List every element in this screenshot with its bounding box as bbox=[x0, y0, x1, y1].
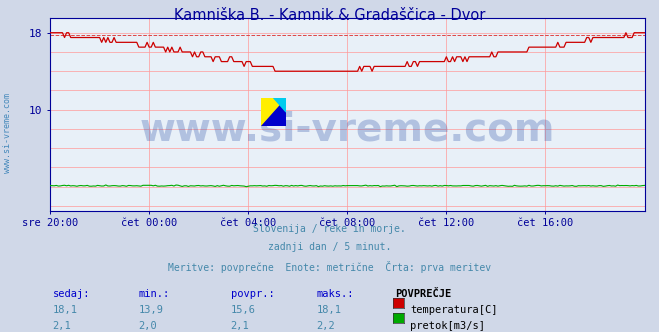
Text: www.si-vreme.com: www.si-vreme.com bbox=[140, 111, 555, 149]
Text: maks.:: maks.: bbox=[316, 289, 354, 299]
Text: temperatura[C]: temperatura[C] bbox=[410, 305, 498, 315]
Text: 2,2: 2,2 bbox=[316, 321, 335, 331]
Text: Slovenija / reke in morje.: Slovenija / reke in morje. bbox=[253, 224, 406, 234]
Text: pretok[m3/s]: pretok[m3/s] bbox=[410, 321, 485, 331]
Text: 18,1: 18,1 bbox=[316, 305, 341, 315]
Polygon shape bbox=[261, 98, 286, 126]
Polygon shape bbox=[273, 98, 286, 112]
Text: Kamniška B. - Kamnik & Gradaščica - Dvor: Kamniška B. - Kamnik & Gradaščica - Dvor bbox=[174, 8, 485, 23]
Polygon shape bbox=[261, 98, 286, 126]
Text: zadnji dan / 5 minut.: zadnji dan / 5 minut. bbox=[268, 242, 391, 252]
Text: 2,1: 2,1 bbox=[53, 321, 71, 331]
Text: sedaj:: sedaj: bbox=[53, 289, 90, 299]
Text: Meritve: povprečne  Enote: metrične  Črta: prva meritev: Meritve: povprečne Enote: metrične Črta:… bbox=[168, 261, 491, 273]
Text: 18,1: 18,1 bbox=[53, 305, 78, 315]
Text: 13,9: 13,9 bbox=[138, 305, 163, 315]
Text: min.:: min.: bbox=[138, 289, 169, 299]
Text: 2,1: 2,1 bbox=[231, 321, 249, 331]
Text: 2,0: 2,0 bbox=[138, 321, 157, 331]
Text: www.si-vreme.com: www.si-vreme.com bbox=[3, 93, 13, 173]
Text: povpr.:: povpr.: bbox=[231, 289, 274, 299]
Text: 15,6: 15,6 bbox=[231, 305, 256, 315]
Text: POVPREČJE: POVPREČJE bbox=[395, 289, 451, 299]
